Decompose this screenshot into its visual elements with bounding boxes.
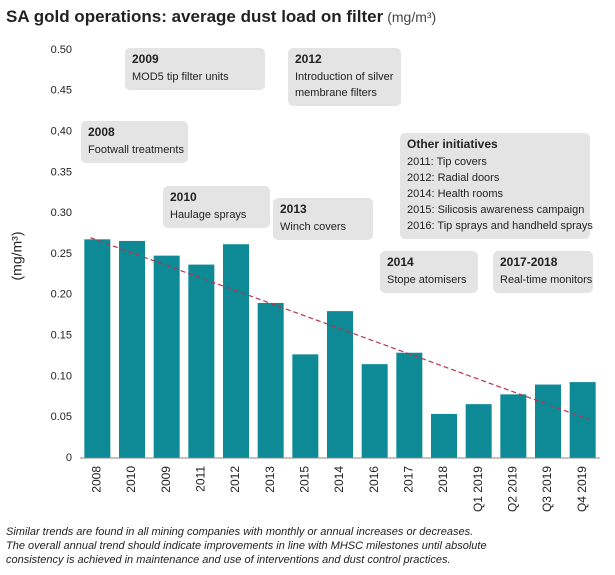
title-unit: (mg/m³): [387, 9, 436, 25]
y-tick-label: 0.15: [51, 330, 72, 342]
bar: [361, 364, 388, 458]
annotation-line: Winch covers: [280, 221, 347, 233]
footnote: The overall annual trend should indicate…: [6, 540, 487, 552]
bar: [223, 244, 249, 458]
bar: [292, 354, 319, 458]
annotation-line: 2011: Tip covers: [407, 156, 487, 168]
bar: [465, 404, 492, 458]
y-tick-label: 0.25: [51, 248, 72, 260]
annotation-title: 2008: [88, 125, 115, 139]
x-tick-label: 2018: [436, 466, 450, 493]
chart-title: SA gold operations: average dust load on…: [6, 7, 436, 26]
annotation: 2014 Stope atomisers: [380, 251, 478, 293]
bar: [153, 255, 180, 458]
bar: [396, 352, 423, 458]
annotation-title: 2014: [387, 255, 414, 269]
bar: [327, 311, 353, 458]
x-tick-label: 2011: [194, 466, 208, 492]
annotation-line: 2014: Health rooms: [407, 188, 503, 200]
bar: [188, 264, 215, 458]
annotation-title: 2013: [280, 202, 307, 216]
y-tick-label: 0,40: [51, 126, 72, 138]
annotation-line: Introduction of silver: [295, 71, 394, 83]
annotation-line: 2012: Radial doors: [407, 172, 500, 184]
annotation-box: [125, 48, 265, 90]
y-axis-label: (mg/m³): [9, 232, 25, 281]
y-tick-label: 0.35: [51, 166, 72, 178]
annotation-title: Other initiatives: [407, 137, 498, 151]
x-tick-label: Q3 2019: [540, 466, 554, 512]
annotation: 2013 Winch covers: [273, 198, 373, 240]
x-tick-label: Q4 2019: [575, 466, 589, 512]
annotation-box: [163, 186, 270, 228]
annotation: 2010 Haulage sprays: [163, 186, 270, 228]
footnote: Similar trends are found in all mining c…: [6, 526, 473, 538]
annotation-line: Stope atomisers: [387, 274, 467, 286]
annotation-box: [493, 251, 593, 293]
annotation-box: [81, 121, 188, 163]
y-tick-label: 0.20: [51, 289, 72, 301]
annotation: Other initiatives 2011: Tip covers 2012: R…: [400, 133, 593, 239]
annotation-line: 2016: Tip sprays and handheld sprays: [407, 220, 593, 232]
x-tick-label: Q2 2019: [506, 466, 520, 512]
annotation: 2012 Introduction of silver membrane filte…: [288, 48, 401, 106]
bar: [84, 239, 111, 458]
bar: [257, 302, 284, 458]
annotation-line: MOD5 tip filter units: [132, 71, 229, 83]
annotation-line: Footwall treatments: [88, 144, 184, 156]
x-tick-label: 2016: [367, 466, 381, 493]
x-tick-label: 2010: [124, 466, 138, 493]
title-main: SA gold operations: average dust load on…: [6, 7, 384, 26]
annotation-title: 2017-2018: [500, 255, 558, 269]
y-tick-label: 0.45: [51, 85, 72, 97]
y-tick-label: 0.30: [51, 207, 72, 219]
trendline: [90, 237, 590, 421]
x-tick-label: 2017: [402, 466, 416, 493]
annotation-title: 2010: [170, 190, 197, 204]
annotation: 2017-2018 Real-time monitors: [493, 251, 593, 293]
y-tick-label: 0.05: [51, 411, 72, 423]
y-tick-label: 0.50: [51, 44, 72, 56]
annotation-title: 2012: [295, 52, 322, 66]
annotation-box: [288, 48, 401, 106]
annotation-line: Haulage sprays: [170, 209, 247, 221]
x-tick-label: 2008: [90, 466, 104, 493]
x-tick-label: 2009: [159, 466, 173, 493]
annotation: 2008 Footwall treatments: [81, 121, 188, 163]
x-tick-label: 2014: [332, 466, 346, 493]
bar: [569, 382, 596, 458]
x-tick-label: 2015: [298, 466, 312, 493]
y-tick-label: 0.10: [51, 370, 72, 382]
bar: [119, 240, 145, 458]
annotation-line: 2015: Silicosis awareness campaign: [407, 204, 584, 216]
annotation-box: [400, 133, 590, 239]
x-tick-label: Q1 2019: [471, 466, 485, 512]
bar: [431, 413, 457, 458]
annotation-title: 2009: [132, 52, 159, 66]
y-tick-label: 0: [66, 452, 72, 464]
annotation-line: membrane filters: [295, 87, 377, 99]
bar: [500, 394, 527, 458]
x-tick-label: 2013: [263, 466, 277, 493]
annotation: 2009 MOD5 tip filter units: [125, 48, 265, 90]
x-tick-label: 2012: [228, 466, 242, 493]
annotation-box: [273, 198, 373, 240]
annotation-line: Real-time monitors: [500, 274, 593, 286]
bar: [535, 384, 561, 458]
footnote: consistency is achieved in maintenance a…: [6, 554, 451, 566]
annotation-box: [380, 251, 478, 293]
